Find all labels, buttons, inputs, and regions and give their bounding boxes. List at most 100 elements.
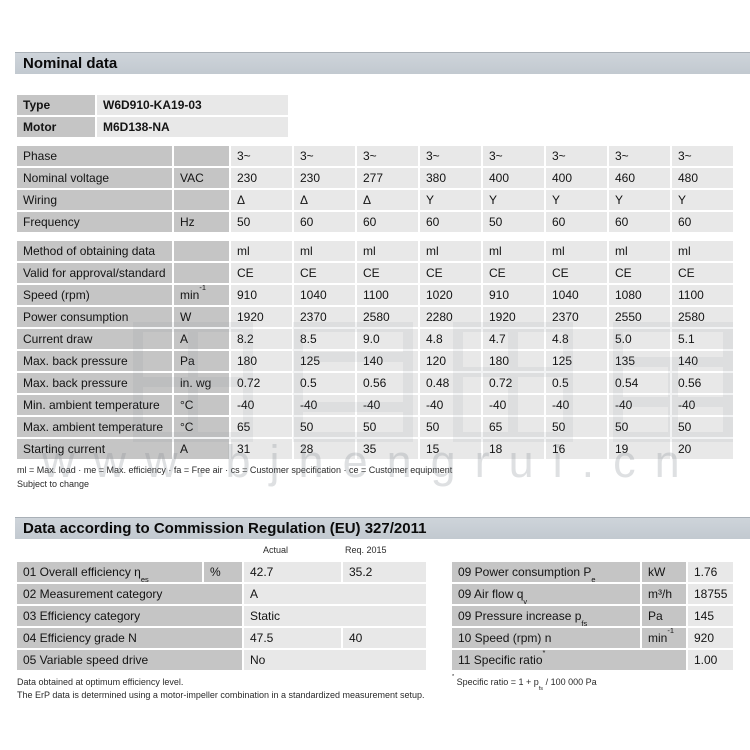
table-row: Type W6D910-KA19-03 [17, 95, 288, 115]
value-cell: Y [609, 190, 670, 210]
table-row: 09 Pressure increase pfs Pa 145 [452, 606, 734, 626]
value-cell: 1920 [483, 307, 544, 327]
value-cell: 4.8 [420, 329, 481, 349]
value-cell: 135 [609, 351, 670, 371]
table-row: Nominal voltage VAC 230 230 277 380 400 400 460 4… [17, 168, 733, 188]
value-cell: 35 [357, 439, 418, 459]
value-cell: 50 [672, 417, 733, 437]
value-cell: 140 [672, 351, 733, 371]
value-cell: Δ [357, 190, 418, 210]
erp-left-block: Actual Req. 2015 01 Overall efficiency η… [15, 545, 435, 702]
value-cell: Static [244, 606, 426, 626]
value-cell: 47.5 [244, 628, 341, 648]
value-cell: 125 [546, 351, 607, 371]
value-cell: No [244, 650, 426, 670]
value-cell: 0.5 [546, 373, 607, 393]
erp-right-footnote: * Specific ratio = 1 + pfs / 100 000 Pa [452, 674, 597, 692]
row-label-cell: Power consumption [17, 307, 172, 327]
value-cell: 60 [357, 212, 418, 232]
value-cell: CE [609, 263, 670, 283]
value-cell: 910 [231, 285, 292, 305]
table-row: Valid for approval/standard CE CE CE CE CE CE C… [17, 263, 733, 283]
row-label-cell: Max. back pressure [17, 351, 172, 371]
row-label-cell: Motor [17, 117, 95, 137]
value-cell: 4.7 [483, 329, 544, 349]
value-cell: 5.1 [672, 329, 733, 349]
unit-cell: A [174, 439, 229, 459]
row-label-cell: 09 Power consumption Pe [452, 562, 640, 582]
row-label-cell: Current draw [17, 329, 172, 349]
row-label-cell: Type [17, 95, 95, 115]
value-cell: 180 [483, 351, 544, 371]
footnote-star: * [452, 674, 455, 681]
value-cell: 3~ [231, 146, 292, 166]
value-cell: -40 [357, 395, 418, 415]
value-cell: 16 [546, 439, 607, 459]
unit-cell: min-1 [174, 285, 229, 305]
table-row: 05 Variable speed drive No [17, 650, 426, 670]
nominal-footnote-subject-to-change: Subject to change [17, 479, 90, 489]
value-cell: 50 [483, 212, 544, 232]
value-cell: CE [357, 263, 418, 283]
unit-cell: VAC [174, 168, 229, 188]
value-cell: 60 [546, 212, 607, 232]
value-cell: 140 [357, 351, 418, 371]
value-cell: 1040 [546, 285, 607, 305]
unit-cell: min-1 [642, 628, 686, 648]
value-cell: ml [483, 241, 544, 261]
row-label-cell: Max. back pressure [17, 373, 172, 393]
value-cell: 50 [294, 417, 355, 437]
value-cell: 20 [672, 439, 733, 459]
value-cell: 0.56 [672, 373, 733, 393]
value-cell: 31 [231, 439, 292, 459]
value-cell: 400 [546, 168, 607, 188]
value-cell: Δ [294, 190, 355, 210]
value-cell: M6D138-NA [97, 117, 288, 137]
value-cell: ml [357, 241, 418, 261]
value-cell: 1020 [420, 285, 481, 305]
value-cell: 2370 [294, 307, 355, 327]
table-row: Wiring Δ Δ Δ Y Y Y Y Y [17, 190, 733, 210]
row-label-cell: 11 Specific ratio* [452, 650, 686, 670]
erp-left-footnote-2: The ErP data is determined using a motor… [17, 690, 425, 700]
col-header-req-2015: Req. 2015 [345, 545, 387, 555]
value-cell: 35.2 [343, 562, 426, 582]
table-row: Frequency Hz 50 60 60 60 50 60 60 60 [17, 212, 733, 232]
value-cell: ml [609, 241, 670, 261]
value-cell: -40 [609, 395, 670, 415]
value-cell: 9.0 [357, 329, 418, 349]
value-cell: 5.0 [609, 329, 670, 349]
table-row: Max. back pressure Pa 180 125 140 120 180 125 13… [17, 351, 733, 371]
row-label-cell: 09 Air flow qv [452, 584, 640, 604]
unit-cell [174, 146, 229, 166]
table-row: 09 Power consumption Pe kW 1.76 [452, 562, 734, 582]
row-label-cell: Starting current [17, 439, 172, 459]
erp-right-block: 09 Power consumption Pe kW 1.76 09 Air flow… [450, 545, 740, 692]
value-cell: 230 [294, 168, 355, 188]
value-cell: 60 [420, 212, 481, 232]
type-motor-table: Type W6D910-KA19-03 Motor M6D138-NA [15, 93, 290, 139]
value-cell: 480 [672, 168, 733, 188]
value-cell: 1.76 [688, 562, 734, 582]
value-cell: 230 [231, 168, 292, 188]
row-label-cell: Valid for approval/standard [17, 263, 172, 283]
value-cell: CE [483, 263, 544, 283]
table-row: 01 Overall efficiency ηes% 42.7 35.2 [17, 562, 426, 582]
unit-cell: °C [174, 417, 229, 437]
value-cell: 277 [357, 168, 418, 188]
value-cell: 1080 [609, 285, 670, 305]
row-label-cell: 01 Overall efficiency ηes [17, 562, 202, 582]
row-label-cell: Frequency [17, 212, 172, 232]
unit-cell: A [174, 329, 229, 349]
unit-cell [174, 241, 229, 261]
value-cell: 3~ [483, 146, 544, 166]
value-cell: 3~ [672, 146, 733, 166]
value-cell: CE [231, 263, 292, 283]
table-row: Motor M6D138-NA [17, 117, 288, 137]
value-cell: 920 [688, 628, 734, 648]
section-title: Nominal data [23, 55, 118, 72]
erp-left-column-headers: Actual Req. 2015 [15, 545, 435, 560]
table-row: Current draw A 8.2 8.5 9.0 4.8 4.7 4.8 5.0 5.1 [17, 329, 733, 349]
value-cell: 8.5 [294, 329, 355, 349]
value-cell: 18 [483, 439, 544, 459]
